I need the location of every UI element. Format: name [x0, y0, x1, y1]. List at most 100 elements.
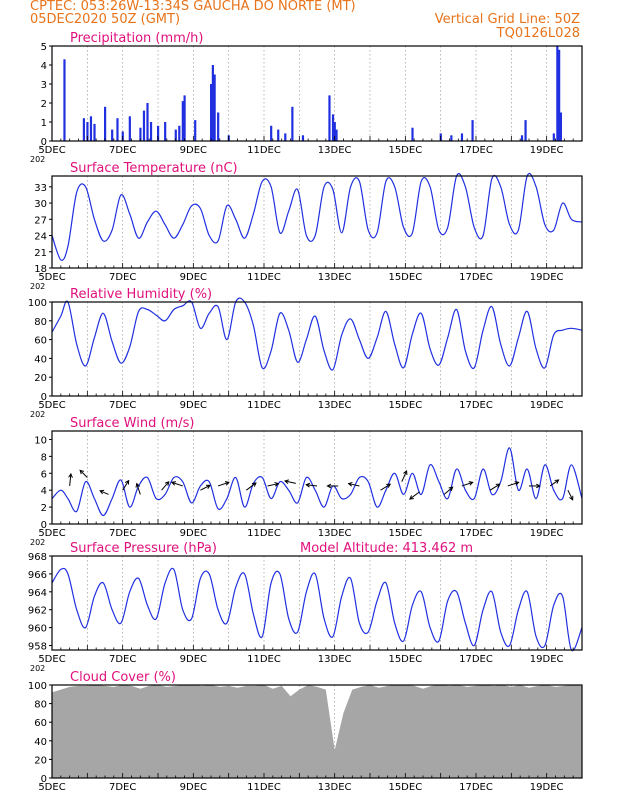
precip-bar: [183, 95, 186, 141]
x-tick-label: 9DEC: [180, 145, 207, 156]
wind-arrow-shaft: [284, 480, 296, 484]
panel-1: 18 21 24 27 30 33 5DEC 7DEC 9DEC 11DEC 13DEC 15DEC 1…: [30, 161, 583, 291]
wind-arrow-shaft: [489, 483, 500, 491]
precip-bar: [277, 129, 280, 141]
precip-bar: [104, 106, 107, 141]
wind-arrow-head: [514, 481, 520, 486]
wind-arrow-shaft: [246, 482, 257, 491]
precip-bar: [149, 122, 153, 141]
wind-arrow-head: [448, 486, 454, 492]
x-tick-label: 5DEC: [38, 654, 65, 665]
precip-bar: [284, 133, 287, 141]
wind-arrow-shaft: [69, 473, 72, 487]
header-model-id: TQ0126L028: [496, 26, 580, 41]
x-tick-label: 19DEC: [530, 145, 564, 156]
precip-bar: [213, 74, 216, 141]
wind-arrow-head: [403, 469, 408, 475]
precip-bar: [217, 112, 220, 141]
y-tick-label: 100: [28, 298, 47, 309]
x-tick-label: 13DEC: [318, 528, 352, 539]
x-tick-label: 15DEC: [388, 654, 422, 665]
y-tick-label: 40: [34, 354, 47, 365]
x-tick-label: 13DEC: [318, 654, 352, 665]
wind-arrow-head: [409, 495, 414, 500]
y-tick-label: 962: [28, 606, 47, 617]
x-year-stub: 202: [30, 282, 45, 291]
y-tick-label: 33: [34, 183, 47, 194]
wind-arrow-head: [326, 483, 332, 489]
x-year-stub: 202: [30, 155, 45, 164]
y-tick-label: 4: [41, 486, 47, 497]
wind-arrow-shaft: [443, 486, 453, 495]
x-tick-label: 19DEC: [530, 782, 564, 793]
x-tick-label: 7DEC: [109, 145, 136, 156]
wind-arrow-head: [135, 482, 141, 488]
y-tick-label: 0: [41, 392, 47, 403]
x-tick-label: 13DEC: [318, 782, 352, 793]
wind-arrow-head: [224, 481, 230, 486]
wind-arrow-shaft: [171, 481, 183, 487]
panel-title: Cloud Cover (%): [70, 670, 176, 685]
x-tick-label: 5DEC: [38, 145, 65, 156]
precip-bar: [146, 103, 149, 141]
panel-title: Surface Pressure (hPa): [70, 541, 217, 556]
header-station: CPTEC: 053:26W-13:34S GAUCHA DO NORTE (M…: [30, 0, 356, 14]
x-tick-label: 11DEC: [247, 654, 281, 665]
y-tick-label: 24: [34, 232, 47, 243]
x-tick-label: 13DEC: [318, 400, 352, 411]
x-tick-label: 9DEC: [180, 400, 207, 411]
wind-arrow-head: [124, 479, 130, 485]
precip-bar: [86, 122, 89, 141]
wind-arrow-shaft: [79, 469, 88, 478]
y-tick-label: 18: [34, 264, 47, 275]
wind-arrow-shaft: [549, 479, 559, 487]
x-tick-label: 7DEC: [109, 272, 136, 283]
y-tick-label: 0: [41, 137, 47, 148]
x-tick-label: 15DEC: [388, 400, 422, 411]
header-datetime: 05DEC2020 50Z (GMT): [30, 12, 181, 27]
x-tick-label: 11DEC: [247, 782, 281, 793]
precip-bar: [174, 129, 177, 141]
x-tick-label: 5DEC: [38, 272, 65, 283]
x-tick-label: 7DEC: [109, 528, 136, 539]
y-tick-label: 60: [34, 718, 47, 729]
y-tick-label: 60: [34, 336, 47, 347]
precip-bar: [331, 114, 335, 141]
wind-arrow-head: [68, 472, 73, 478]
wind-arrow-head: [305, 482, 311, 488]
precip-bar: [63, 59, 66, 141]
wind-arrow-shaft: [306, 484, 318, 487]
precip-bar: [211, 65, 214, 141]
precip-bar: [93, 123, 96, 141]
x-tick-label: 7DEC: [109, 782, 136, 793]
y-tick-label: 1: [41, 118, 47, 129]
panel-3: 0 2 4 6 8 10 5DEC 7DEC 9DEC 11DEC 13DEC 15DEC 17DEC 1…: [30, 416, 583, 547]
wind-arrow-head: [536, 483, 541, 489]
precip-bar: [164, 122, 167, 141]
precip-bar: [301, 135, 305, 141]
precip-bar: [335, 129, 338, 141]
wind-arrow-head: [468, 481, 474, 486]
x-tick-label: 9DEC: [180, 528, 207, 539]
x-tick-label: 17DEC: [459, 654, 493, 665]
x-year-stub: 202: [30, 410, 45, 419]
wind-arrow-head: [170, 481, 176, 486]
precip-bar: [181, 101, 184, 141]
panel-frame: [51, 45, 583, 142]
y-tick-label: 30: [34, 199, 47, 210]
y-tick-label: 8: [41, 452, 47, 463]
wind-arrow-head: [205, 484, 211, 489]
wind-arrow-shaft: [567, 489, 574, 501]
y-tick-label: 968: [28, 552, 47, 563]
panel-2: 0 20 40 60 80 100 5DEC 7DEC 9DEC 11DEC 13DEC 15DEC 1…: [28, 287, 583, 419]
x-year-stub: 202: [30, 664, 45, 673]
y-tick-label: 0: [41, 774, 47, 785]
x-tick-label: 5DEC: [38, 400, 65, 411]
precip-bar: [333, 122, 336, 141]
precip-bar: [556, 46, 559, 141]
x-tick-label: 7DEC: [109, 400, 136, 411]
precip-bar: [82, 118, 85, 141]
y-tick-label: 960: [28, 624, 47, 635]
wind-arrow-shaft: [200, 484, 211, 491]
wind-arrow-head: [283, 479, 289, 485]
